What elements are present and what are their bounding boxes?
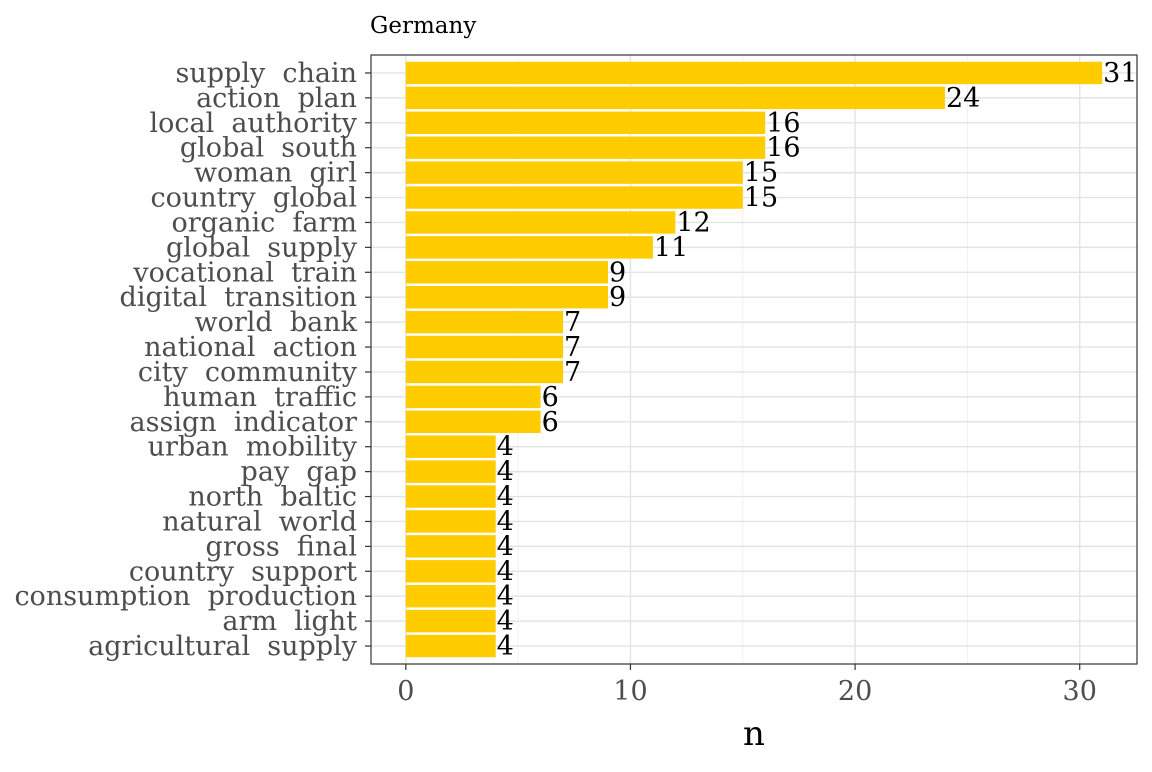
- x-tick-label: 10: [613, 676, 647, 707]
- data-label: 7: [564, 357, 581, 388]
- x-tick-label: 0: [397, 676, 414, 707]
- y-tick-label: urban mobility: [148, 432, 358, 463]
- bar: [405, 385, 541, 409]
- y-tick-label: supply chain: [176, 58, 358, 89]
- bar: [405, 211, 676, 234]
- bar: [405, 410, 541, 434]
- data-label: 12: [676, 207, 710, 238]
- y-tick-label: consumption production: [14, 581, 357, 612]
- y-tick-label: country global: [150, 183, 357, 214]
- y-tick-label: global supply: [166, 232, 358, 263]
- chart-title: Germany: [370, 13, 476, 39]
- bar: [405, 510, 496, 533]
- y-tick-label: global south: [180, 133, 357, 164]
- data-label: 15: [744, 158, 778, 189]
- bar: [405, 161, 743, 184]
- x-tick-label: 30: [1063, 676, 1097, 707]
- data-label: 4: [497, 606, 514, 637]
- bar: [405, 136, 766, 159]
- y-tick-label: north baltic: [188, 482, 357, 513]
- y-tick-label: city community: [138, 357, 358, 388]
- panel-border: [370, 54, 1138, 665]
- y-tick-label: country support: [129, 556, 357, 587]
- y-tick-label: natural world: [162, 506, 357, 537]
- data-label: 9: [609, 282, 626, 313]
- bar: [405, 310, 564, 334]
- data-label: 11: [654, 232, 688, 263]
- data-label: 16: [766, 133, 800, 164]
- y-tick-label: gross final: [206, 531, 357, 562]
- data-label: 24: [946, 83, 980, 114]
- data-label: 4: [497, 531, 514, 562]
- data-label: 15: [744, 183, 778, 214]
- bar: [405, 236, 653, 259]
- bar: [405, 535, 496, 558]
- bar: [405, 261, 608, 284]
- data-label: 6: [542, 382, 559, 413]
- y-tick-label: organic farm: [172, 207, 357, 238]
- y-tick-label: digital transition: [120, 282, 357, 313]
- y-tick-label: national action: [144, 332, 357, 363]
- data-label: 7: [564, 332, 581, 363]
- x-tick-label: 20: [838, 676, 872, 707]
- y-tick-label: woman girl: [194, 158, 357, 189]
- data-label: 4: [497, 581, 514, 612]
- data-label: 9: [609, 257, 626, 288]
- y-tick-label: human traffic: [163, 382, 357, 413]
- bar: [405, 186, 743, 209]
- y-tick-label: vocational train: [132, 257, 357, 288]
- bar: [405, 86, 945, 110]
- data-label: 4: [497, 631, 514, 662]
- bar: [405, 360, 564, 384]
- data-label: 4: [497, 556, 514, 587]
- bar: [405, 111, 766, 135]
- y-tick-label: assign indicator: [130, 407, 358, 438]
- y-tick-label: agricultural supply: [88, 631, 358, 662]
- y-tick-label: pay gap: [241, 457, 357, 488]
- bar: [405, 634, 496, 658]
- y-tick-label: local authority: [149, 108, 357, 139]
- bar: [405, 460, 496, 483]
- bar: [405, 584, 496, 608]
- bar: [405, 609, 496, 633]
- data-label: 31: [1103, 58, 1137, 89]
- data-label: 7: [564, 307, 581, 338]
- y-tick-label: arm light: [222, 606, 357, 637]
- data-label: 4: [497, 482, 514, 513]
- bar: [405, 560, 496, 583]
- data-label: 4: [497, 506, 514, 537]
- bar-layer: [405, 61, 1103, 658]
- bar: [405, 61, 1103, 85]
- data-label: 6: [542, 407, 559, 438]
- bar: [405, 485, 496, 508]
- x-axis-title: n: [743, 714, 765, 754]
- y-tick-label: action plan: [196, 83, 357, 114]
- bar: [405, 435, 496, 458]
- data-label: 16: [766, 108, 800, 139]
- data-label: 4: [497, 457, 514, 488]
- y-tick-label: world bank: [195, 307, 358, 338]
- bar: [405, 335, 564, 359]
- data-label: 4: [497, 432, 514, 463]
- bar: [405, 285, 608, 309]
